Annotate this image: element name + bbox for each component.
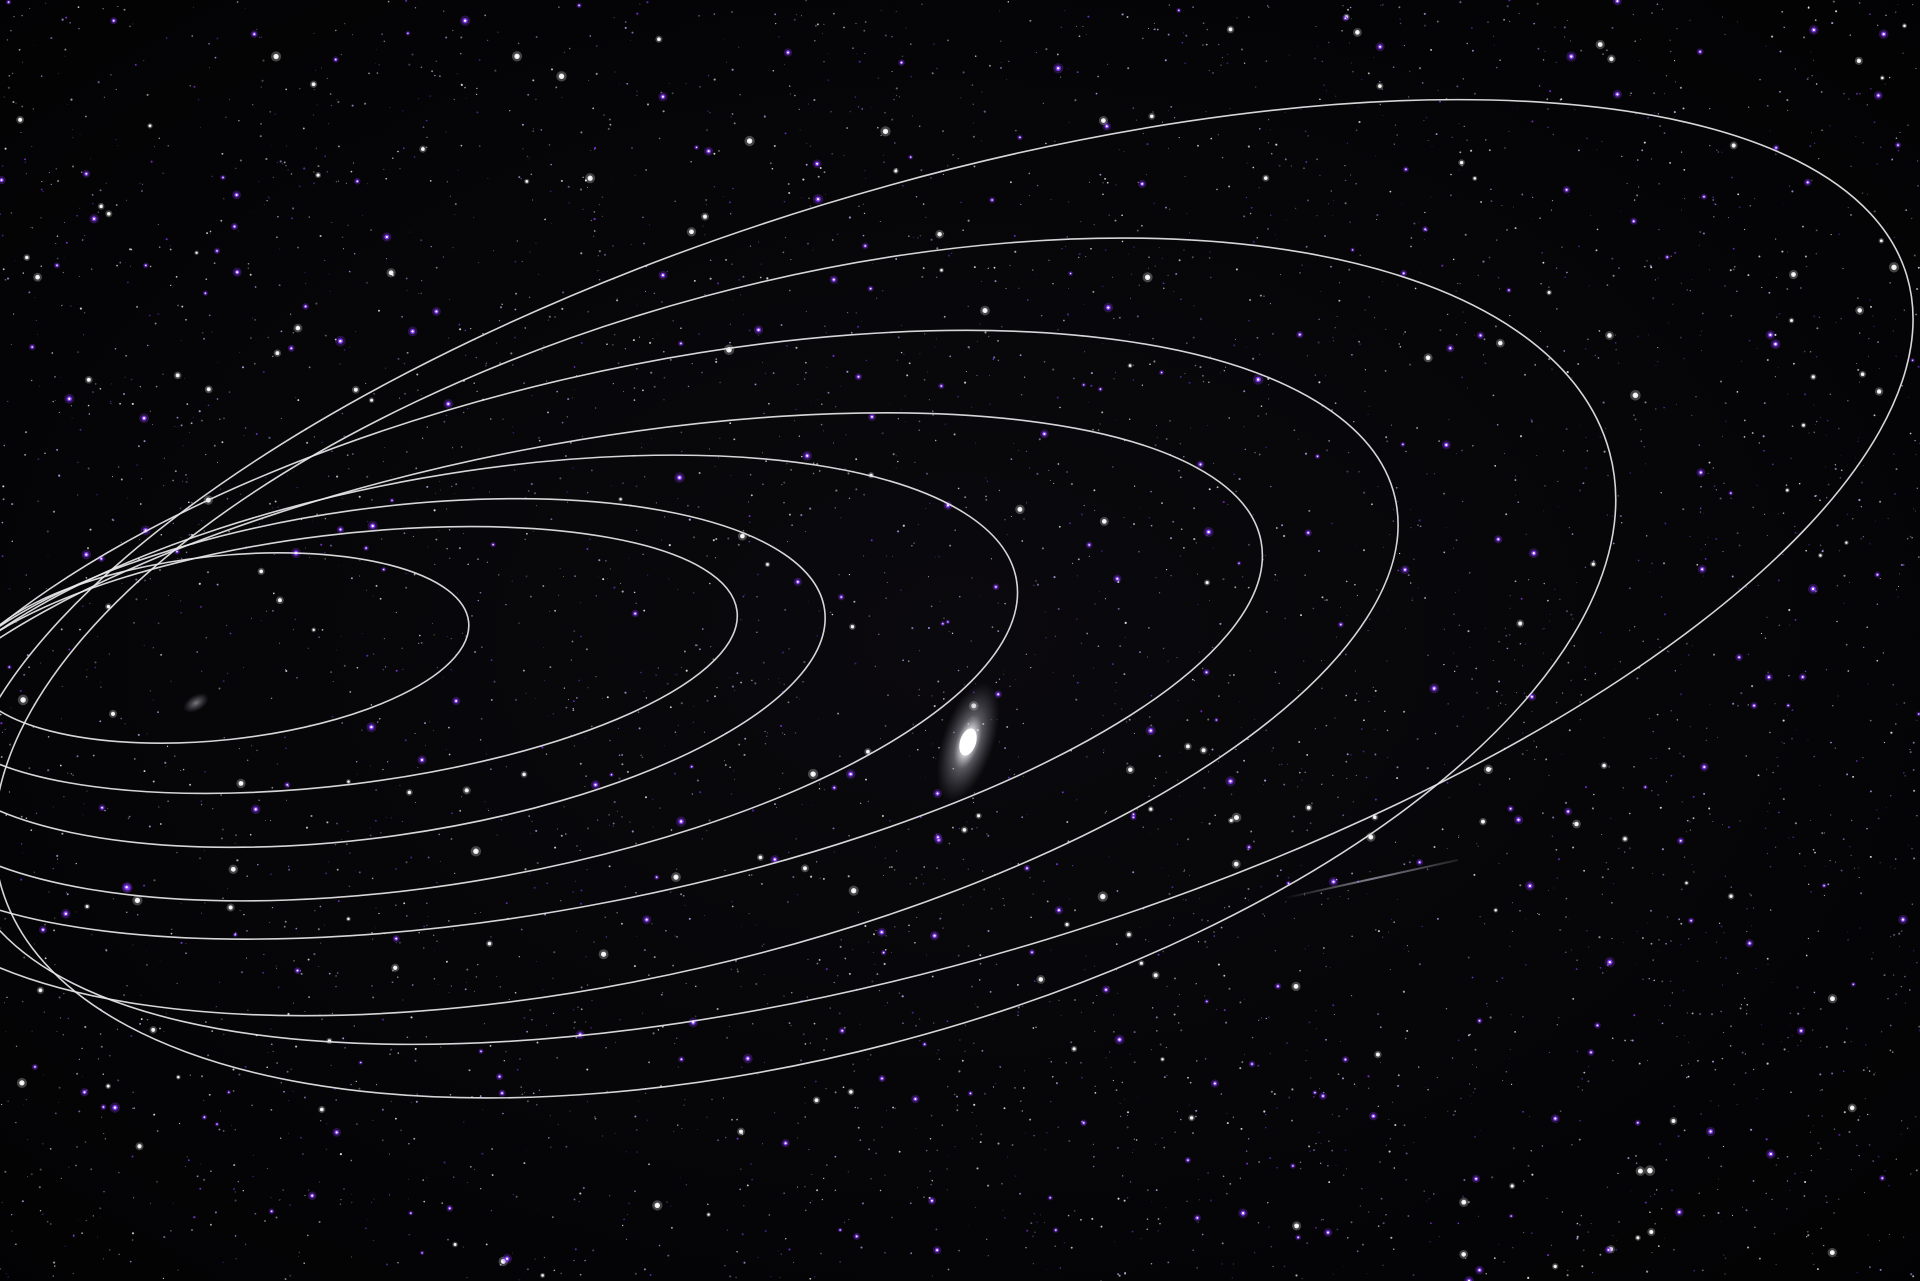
orbit-ellipse-2 (0, 525, 739, 795)
meteor-streak (1284, 859, 1459, 899)
orbit-ellipse-8 (0, 98, 1914, 1046)
orbit-ellipse-7 (0, 237, 1617, 1099)
orbit-ellipse-3 (0, 497, 826, 849)
faint-galaxy (183, 693, 209, 713)
orbit-ellipses (0, 98, 1914, 1099)
orbit-ellipse-1 (0, 552, 470, 744)
orbit-ellipse-4 (0, 454, 1019, 902)
orbit-ellipse-5 (0, 412, 1264, 940)
orbit-ellipse-6 (0, 329, 1399, 1017)
galaxy (936, 682, 1000, 802)
